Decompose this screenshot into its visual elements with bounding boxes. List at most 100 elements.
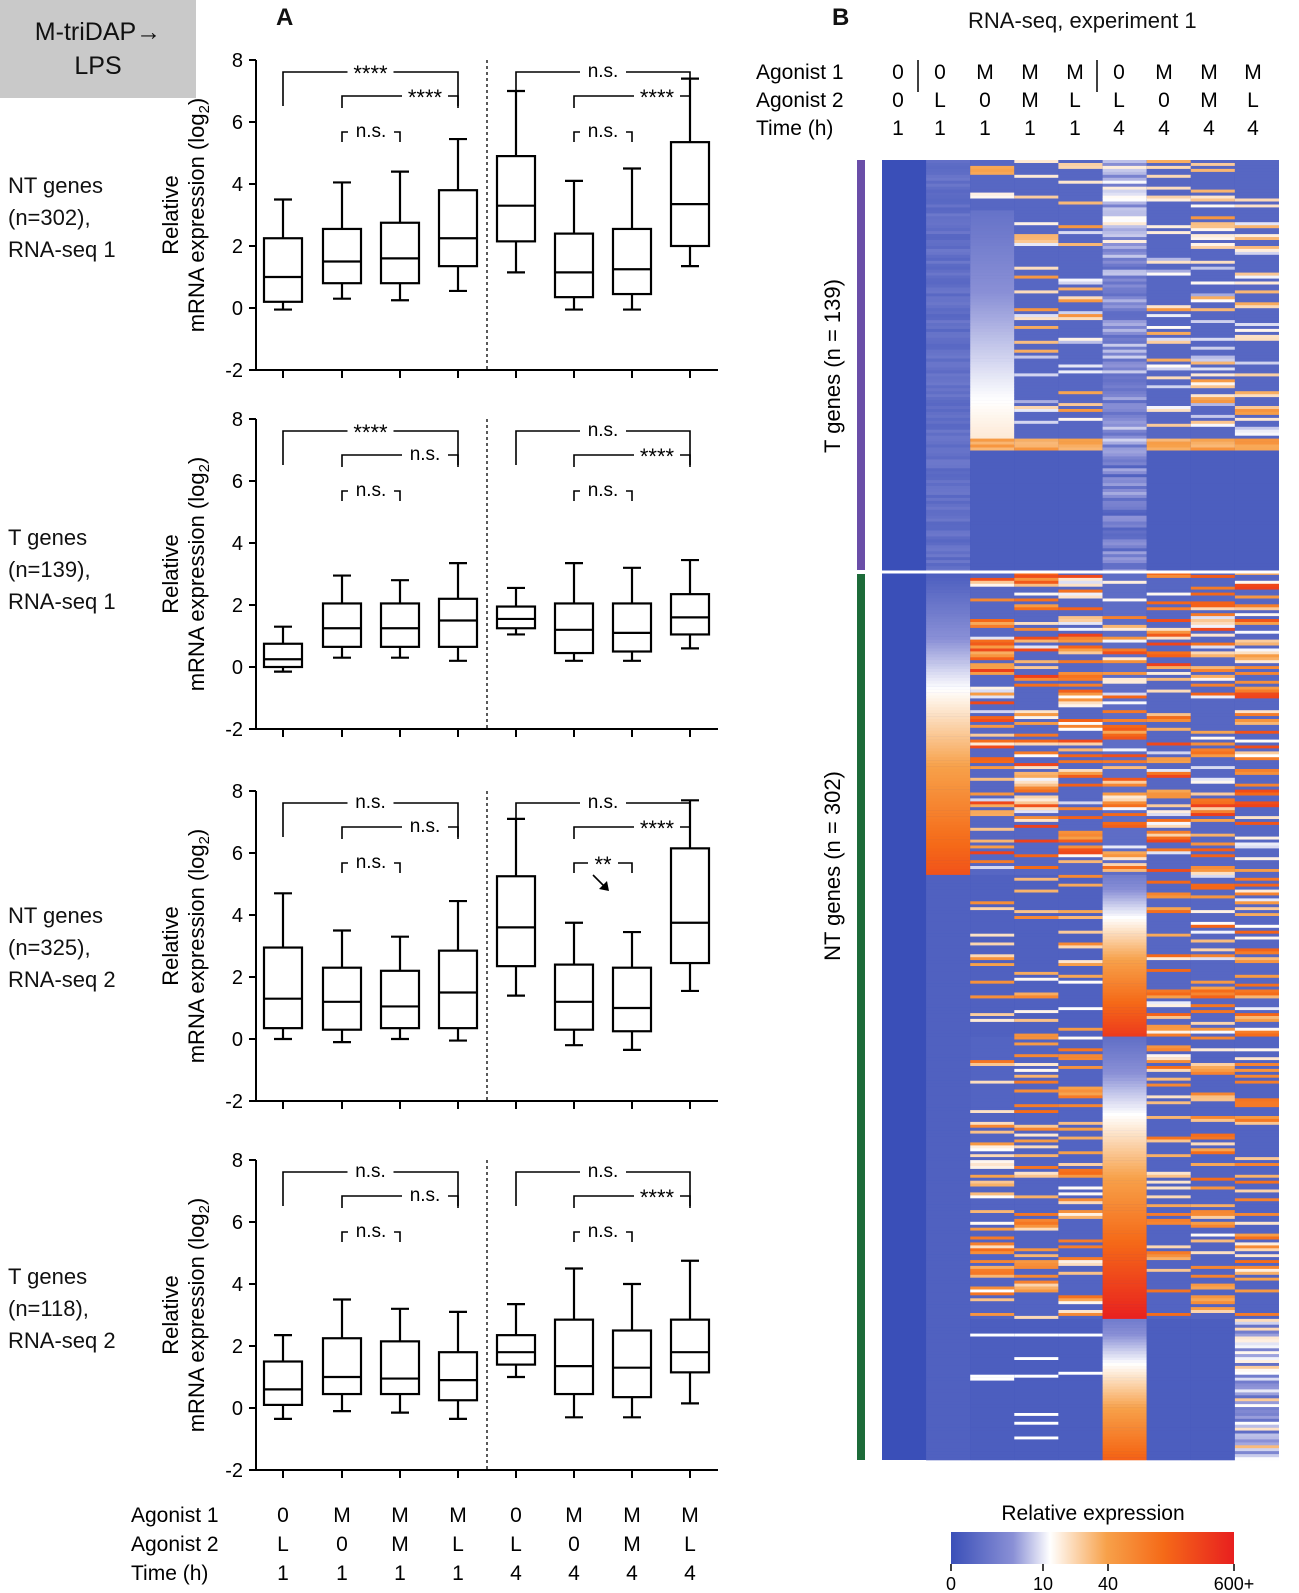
heatmap-cell xyxy=(1146,432,1191,436)
heatmap-cell xyxy=(1102,801,1147,805)
heatmap-cell xyxy=(1102,515,1147,519)
heatmap-cell xyxy=(1102,921,1147,926)
heatmap-cell xyxy=(970,1233,1015,1237)
heatmap-cell xyxy=(1234,966,1279,970)
heatmap-cell xyxy=(1190,936,1235,940)
heatmap-cell xyxy=(1190,1116,1235,1120)
heatmap-cell xyxy=(1014,783,1059,787)
heatmap-cell xyxy=(1234,438,1279,442)
heatmap-cell xyxy=(1058,1001,1103,1005)
heatmap-cell xyxy=(1058,180,1103,184)
heatmap-cell xyxy=(1014,883,1059,887)
heatmap-cell xyxy=(1190,403,1235,407)
heatmap-cell xyxy=(926,444,971,448)
heatmap-cell xyxy=(1014,630,1059,634)
heatmap-cell xyxy=(970,1136,1015,1140)
heatmap-cell xyxy=(1146,248,1191,253)
heatmap-cell xyxy=(1058,536,1103,540)
heatmap-cell xyxy=(1146,724,1191,729)
heatmap-cell xyxy=(1102,619,1147,623)
heatmap-cell xyxy=(1014,963,1059,967)
heatmap-cell xyxy=(1058,1039,1103,1043)
heatmap-cell xyxy=(1058,577,1103,582)
heatmap-cell xyxy=(1234,284,1279,288)
heatmap-cell xyxy=(1146,1377,1191,1381)
heatmap-cell xyxy=(1058,736,1103,740)
heatmap-condition-value: M xyxy=(976,61,994,84)
heatmap-cell xyxy=(1058,474,1103,478)
heatmap-cell xyxy=(926,1433,971,1437)
heatmap-cell xyxy=(1014,1318,1059,1323)
heatmap-cell xyxy=(1058,1116,1103,1120)
heatmap-cell xyxy=(970,518,1015,522)
heatmap-cell xyxy=(1234,299,1279,303)
heatmap-cell xyxy=(1014,722,1059,726)
heatmap-cell xyxy=(926,1213,971,1217)
heatmap-cell xyxy=(1146,1454,1191,1458)
heatmap-cell xyxy=(970,1274,1015,1278)
box-4 xyxy=(437,1310,479,1420)
bracket-right xyxy=(394,862,401,873)
heatmap-cell xyxy=(926,998,971,1002)
heatmap-cell xyxy=(1058,222,1103,226)
heatmap-cell xyxy=(1058,1077,1103,1081)
heatmap-cell xyxy=(1058,328,1103,333)
heatmap-cell xyxy=(1102,936,1147,940)
heatmap-cell xyxy=(1014,346,1059,350)
heatmap-cell xyxy=(1014,1336,1059,1340)
heatmap-cell xyxy=(1146,403,1191,407)
heatmap-cell xyxy=(1102,1368,1147,1372)
heatmap-cell xyxy=(1234,480,1279,484)
heatmap-cell xyxy=(1190,598,1235,602)
heatmap-cell xyxy=(1190,698,1235,702)
heatmap-cell xyxy=(1014,742,1059,746)
heatmap-cell xyxy=(970,622,1015,626)
heatmap-cell xyxy=(1190,441,1235,445)
heatmap-cell xyxy=(970,695,1015,699)
heatmap-cell xyxy=(926,624,971,629)
heatmap-cell xyxy=(970,189,1015,193)
heatmap-condition-label: Time (h) xyxy=(756,117,833,140)
heatmap-cell xyxy=(1102,1204,1147,1208)
heatmap-cell xyxy=(926,1098,971,1102)
heatmap-cell xyxy=(1014,830,1059,834)
heatmap-cell xyxy=(1234,1418,1279,1422)
heatmap-cell xyxy=(1234,1321,1279,1325)
heatmap-cell xyxy=(1014,370,1059,374)
heatmap-cell xyxy=(1146,411,1191,416)
heatmap-cell xyxy=(926,660,971,664)
heatmap-cell xyxy=(1058,468,1103,472)
heatmap-cell xyxy=(970,683,1015,687)
heatmap-cell xyxy=(1102,1192,1147,1196)
heatmap-cell xyxy=(1146,189,1191,193)
heatmap-cell xyxy=(1234,1336,1279,1340)
heatmap-cell xyxy=(1014,216,1059,220)
heatmap-cell xyxy=(926,257,971,262)
heatmap-cell xyxy=(1234,426,1279,431)
heatmap-cell xyxy=(1102,804,1147,808)
heatmap-cell xyxy=(1102,1380,1147,1384)
heatmap-condition-value: 4 xyxy=(1203,117,1215,140)
heatmap-cell xyxy=(1190,1077,1235,1081)
box-8 xyxy=(669,1259,711,1405)
heatmap-cell xyxy=(970,423,1015,428)
box-iqr xyxy=(379,221,421,285)
heatmap-cell xyxy=(1234,456,1279,460)
heatmap-cell xyxy=(1146,1133,1191,1137)
heatmap-cell xyxy=(1234,494,1279,499)
row-label-line: NT genes xyxy=(8,903,103,928)
bracket-left xyxy=(573,454,634,467)
heatmap-cell xyxy=(970,509,1015,514)
heatmap-cell xyxy=(1058,192,1103,196)
heatmap-cell xyxy=(1190,248,1235,253)
heatmap-cell xyxy=(1014,234,1059,238)
heatmap-cell xyxy=(926,1180,971,1184)
heatmap-cell xyxy=(1190,816,1235,820)
heatmap-cell xyxy=(1102,174,1147,179)
heatmap-cell xyxy=(1190,924,1235,928)
heatmap-cell xyxy=(1014,636,1059,640)
heatmap-cell xyxy=(1014,1121,1059,1126)
heatmap-cell xyxy=(1234,860,1279,864)
heatmap-cell xyxy=(1058,417,1103,422)
heatmap-cell xyxy=(926,385,971,389)
